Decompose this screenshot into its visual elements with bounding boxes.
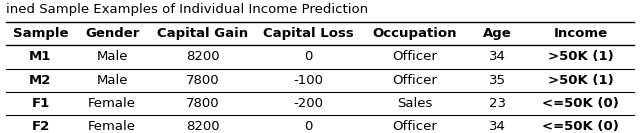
Text: <=50K (0): <=50K (0) (542, 97, 619, 110)
Text: 8200: 8200 (186, 51, 220, 63)
Text: Sales: Sales (397, 97, 432, 110)
Text: Officer: Officer (392, 74, 437, 87)
Text: ined Sample Examples of Individual Income Prediction: ined Sample Examples of Individual Incom… (6, 3, 369, 16)
Text: <=50K (0): <=50K (0) (542, 120, 619, 133)
Text: 0: 0 (305, 120, 313, 133)
Text: Officer: Officer (392, 120, 437, 133)
Text: 23: 23 (489, 97, 506, 110)
Text: 0: 0 (305, 51, 313, 63)
Text: -200: -200 (294, 97, 324, 110)
Text: 7800: 7800 (186, 74, 220, 87)
Text: Male: Male (97, 51, 128, 63)
Text: M2: M2 (29, 74, 52, 87)
Text: F2: F2 (31, 120, 49, 133)
Text: 34: 34 (489, 120, 506, 133)
Text: Gender: Gender (85, 27, 140, 40)
Text: 8200: 8200 (186, 120, 220, 133)
Text: Sample: Sample (13, 27, 68, 40)
Text: Capital Gain: Capital Gain (157, 27, 248, 40)
Text: Female: Female (88, 97, 136, 110)
Text: Capital Loss: Capital Loss (263, 27, 354, 40)
Text: >50K (1): >50K (1) (548, 74, 614, 87)
Text: 35: 35 (489, 74, 506, 87)
Text: 34: 34 (489, 51, 506, 63)
Text: Male: Male (97, 74, 128, 87)
Text: Female: Female (88, 120, 136, 133)
Text: Officer: Officer (392, 51, 437, 63)
Text: Age: Age (483, 27, 512, 40)
Text: M1: M1 (29, 51, 52, 63)
Text: F1: F1 (31, 97, 49, 110)
Text: 7800: 7800 (186, 97, 220, 110)
Text: Occupation: Occupation (372, 27, 457, 40)
Text: >50K (1): >50K (1) (548, 51, 614, 63)
Text: -100: -100 (294, 74, 324, 87)
Text: Income: Income (554, 27, 608, 40)
